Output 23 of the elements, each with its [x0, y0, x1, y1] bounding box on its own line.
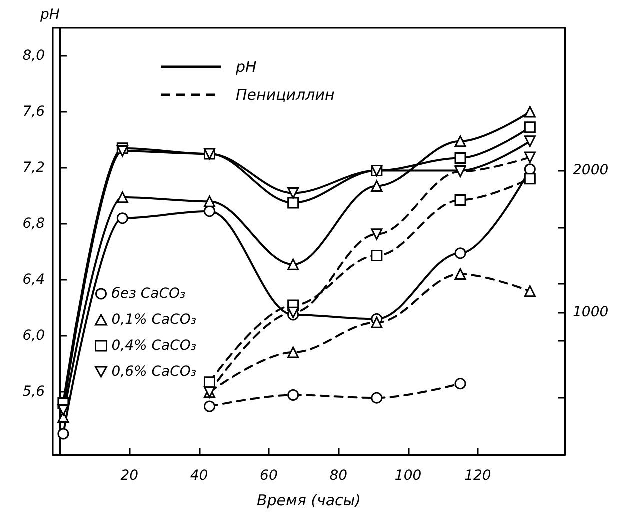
y2-tick-label: 2000: [573, 162, 609, 178]
y-tick-label: 7,2: [22, 160, 46, 176]
y-tick-label: 6,4: [22, 272, 45, 288]
legend-label: без CaCO₃: [112, 286, 186, 302]
legend-label: 0,6% CaCO₃: [112, 364, 197, 380]
y-tick-label: 8,0: [22, 48, 46, 64]
y-tick-label: 6,8: [22, 216, 46, 232]
annotation: Пенициллин: [236, 86, 335, 104]
legend-label: 0,4% CaCO₃: [112, 338, 197, 354]
x-tick-label: 120: [464, 468, 492, 484]
y-axis-title: pH: [40, 7, 60, 23]
x-tick-label: 20: [120, 468, 139, 484]
y2-tick-label: 1000: [573, 304, 609, 321]
legend-label: 0,1% CaCO₃: [112, 312, 197, 328]
annotation: pH: [236, 58, 257, 76]
x-tick-label: 40: [190, 468, 208, 484]
x-axis-title: Время (часы): [257, 492, 361, 510]
x-tick-label: 60: [260, 468, 278, 484]
y-tick-label: 6,0: [22, 328, 46, 344]
x-tick-label: 80: [330, 468, 348, 484]
y-tick-label: 5,6: [22, 384, 46, 400]
x-tick-label: 100: [394, 468, 422, 484]
y-tick-label: 7,6: [22, 104, 46, 120]
